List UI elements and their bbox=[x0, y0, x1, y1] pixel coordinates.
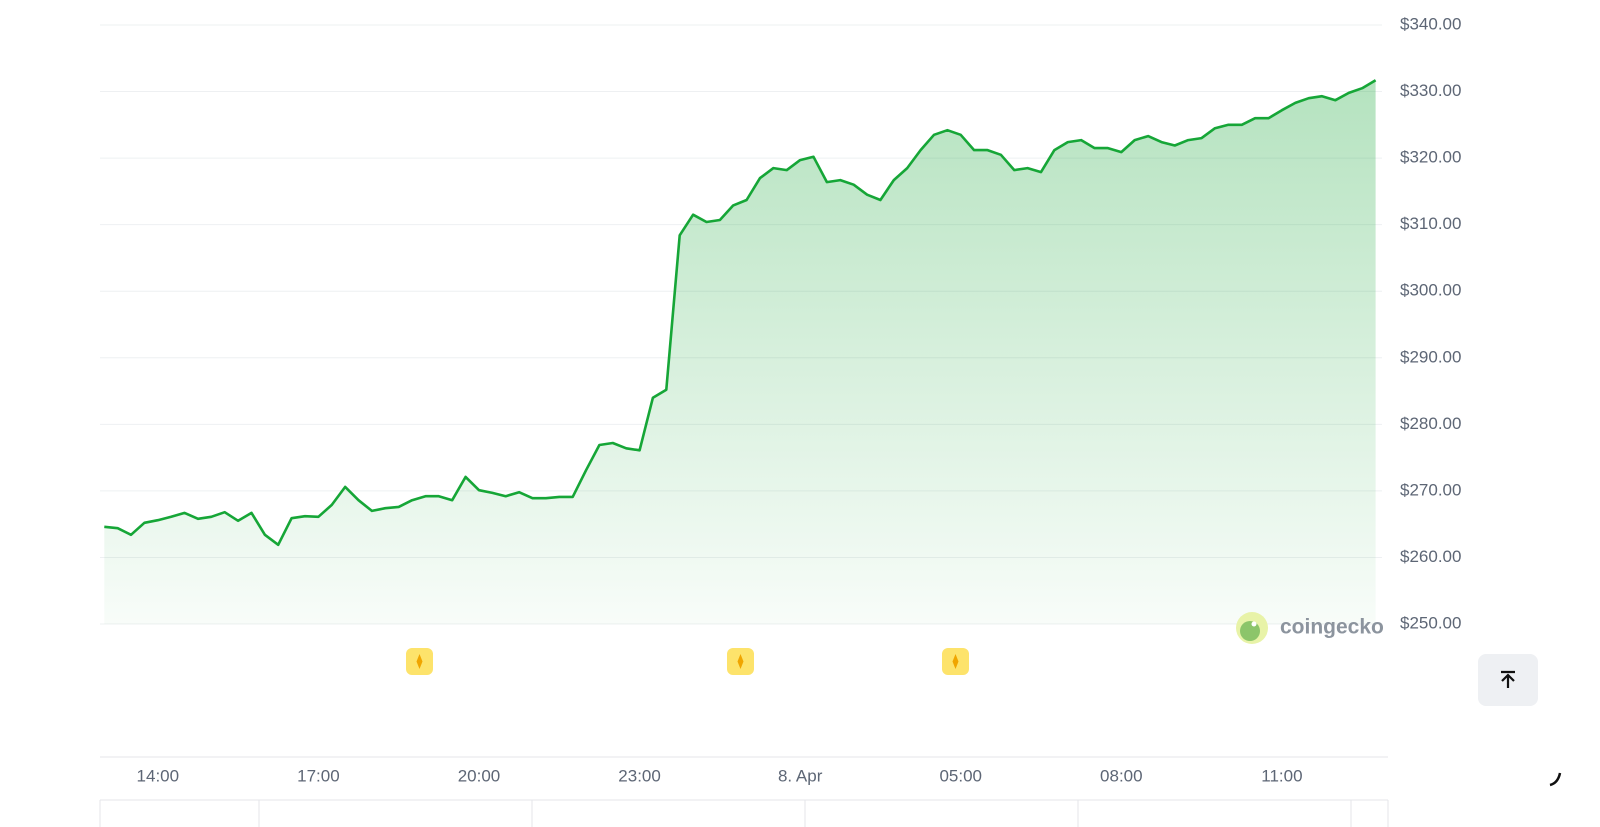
brand-name: coingecko bbox=[1280, 616, 1384, 639]
brand-logo: coingecko bbox=[1236, 612, 1384, 644]
x-tick-label: 17:00 bbox=[297, 766, 340, 785]
price-line bbox=[104, 79, 1377, 547]
y-tick-label: $320.00 bbox=[1400, 148, 1461, 167]
y-tick-label: $300.00 bbox=[1400, 281, 1461, 300]
x-tick-label: 20:00 bbox=[458, 766, 501, 785]
x-tick-label: 11:00 bbox=[1261, 766, 1302, 785]
scroll-top-button[interactable] bbox=[1478, 654, 1538, 706]
x-tick-label: 14:00 bbox=[137, 766, 180, 785]
y-tick-label: $290.00 bbox=[1400, 347, 1461, 366]
x-tick-label: 05:00 bbox=[939, 766, 982, 785]
y-tick-label: $330.00 bbox=[1400, 81, 1461, 100]
area-fill bbox=[104, 80, 1376, 624]
y-tick-label: $270.00 bbox=[1400, 480, 1461, 499]
event-markers bbox=[406, 648, 969, 675]
y-tick-label: $340.00 bbox=[1400, 14, 1461, 33]
navigator bbox=[99, 756, 1389, 827]
x-tick-label: 8. Apr bbox=[778, 766, 823, 785]
x-tick-label: 08:00 bbox=[1100, 766, 1143, 785]
loading-indicator bbox=[1549, 772, 1562, 787]
y-tick-label: $260.00 bbox=[1400, 547, 1461, 566]
y-tick-label: $250.00 bbox=[1400, 613, 1461, 632]
plot bbox=[104, 79, 1377, 624]
x-tick-label: 23:00 bbox=[618, 766, 661, 785]
y-tick-label: $310.00 bbox=[1400, 214, 1461, 233]
y-tick-label: $280.00 bbox=[1400, 414, 1461, 433]
